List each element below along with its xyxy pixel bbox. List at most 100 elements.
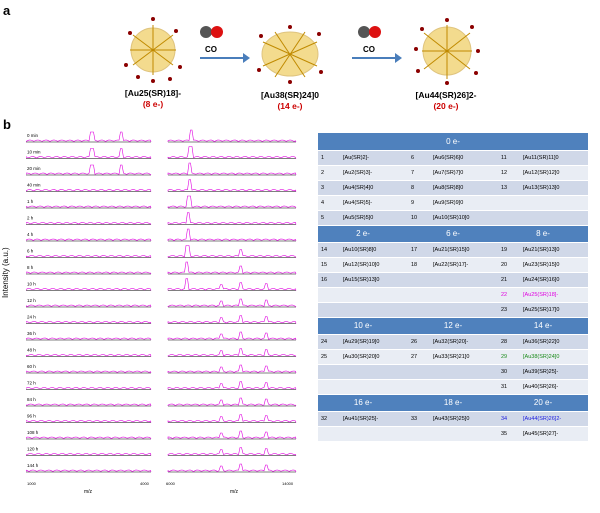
cluster-number: 20 xyxy=(498,257,520,273)
table-section-0e: 1 [Au(SR)2]- 6 [Au6(SR)6]0 11 [Au11(SR)11]0 2[… xyxy=(318,150,588,226)
cluster-formula: [Au(SR)2]- xyxy=(340,150,408,166)
arrow-2 xyxy=(352,53,402,63)
cluster-formula: [Au43(SR)25]0 xyxy=(430,411,498,427)
y-axis-label: Intensity (a.u.) xyxy=(1,247,10,298)
co-icon xyxy=(358,26,381,38)
time-label: 48 h xyxy=(27,348,36,353)
time-label: 10 h xyxy=(27,282,36,287)
cluster-formula: [Au39(SR)25]- xyxy=(520,364,588,380)
cluster-formula: [Au40(SR)26]- xyxy=(520,379,588,395)
cluster-formula: [Au24(SR)16]0 xyxy=(520,272,588,288)
x-tick: 6000 xyxy=(166,481,175,486)
table-header-16e: 16 e- xyxy=(318,394,408,412)
time-label: 84 h xyxy=(27,397,36,402)
spectrum-trace xyxy=(26,354,152,357)
table-header-8e: 8 e- xyxy=(498,225,588,243)
spectrum-trace xyxy=(26,370,152,374)
cluster-formula: [Au22(SR)17]- xyxy=(430,257,498,273)
cluster-number: 13 xyxy=(498,180,520,196)
spectrum-trace xyxy=(26,469,152,473)
spectrum-trace xyxy=(26,420,152,423)
cluster-formula: [Au30(SR)20]0 xyxy=(340,349,408,365)
time-label: 0 min xyxy=(27,133,39,138)
cluster-formula: [Au41(SR)25]- xyxy=(340,411,408,427)
cluster-formula xyxy=(430,379,498,395)
cluster-au44-image xyxy=(414,18,480,85)
cluster-au25-formula: [Au25(SR)18]- xyxy=(124,88,182,98)
spectrum-trace xyxy=(167,430,297,440)
cluster-number: 6 xyxy=(408,150,430,166)
cluster-formula: [Au25(SR)17]0 xyxy=(520,302,588,318)
time-label: 108 h xyxy=(27,430,39,435)
cluster-formula: [Au44(SR)26]2- xyxy=(520,411,588,427)
cluster-number: 22 xyxy=(498,287,520,303)
spectrum-trace xyxy=(167,179,297,192)
cluster-number xyxy=(408,302,430,318)
cluster-au38-formula: [Au38(SR)24]0 xyxy=(260,90,320,100)
time-label: 60 h xyxy=(27,364,36,369)
x-axis-label-right: m/z xyxy=(230,489,239,495)
cluster-number: 21 xyxy=(498,272,520,288)
table-row: 4 [Au4(SR)5]- 9 [Au9(SR)9]0 xyxy=(318,195,588,211)
cluster-formula: [Au10(SR)10]0 xyxy=(430,210,498,226)
spectrum-trace xyxy=(26,337,152,341)
cluster-number xyxy=(408,272,430,288)
cluster-number xyxy=(408,364,430,380)
cluster-number: 30 xyxy=(498,364,520,380)
cluster-number xyxy=(318,287,340,303)
panel-label-b: b xyxy=(3,117,11,132)
cluster-formula xyxy=(520,195,588,211)
cluster-number: 31 xyxy=(498,379,520,395)
spectrum-trace xyxy=(167,348,297,357)
cluster-formula: [Au45(SR)27]- xyxy=(520,426,588,442)
spectrum-trace xyxy=(167,195,297,209)
spectrum-trace xyxy=(26,453,152,456)
cluster-formula: [Au29(SR)19]0 xyxy=(340,334,408,350)
spectrum-trace xyxy=(26,238,152,242)
time-label: 72 h xyxy=(27,381,36,386)
table-section-10e: 24 [Au29(SR)19]0 26 [Au32(SR)20]- 28 [Au36(SR… xyxy=(318,334,588,395)
table-header-20e: 20 e- xyxy=(498,394,588,412)
cluster-formula: [Au36(SR)22]0 xyxy=(520,334,588,350)
spectrum-trace xyxy=(167,463,297,473)
cluster-number: 7 xyxy=(408,165,430,181)
spectrum-trace xyxy=(26,255,152,258)
cluster-number: 12 xyxy=(498,165,520,181)
mass-spectra-stack: 0 min 10 min 20 min 40 min 1 h 2 h 4 h 6 h 8 h 10… xyxy=(26,129,297,473)
spectrum-trace xyxy=(26,321,152,324)
cluster-number xyxy=(408,287,430,303)
cluster-formula: [Au21(SR)15]0 xyxy=(430,242,498,258)
co-label-2: CO xyxy=(363,45,375,54)
cluster-formula: [Au25(SR)18]- xyxy=(520,287,588,303)
spectrum-trace xyxy=(167,129,297,143)
cluster-number xyxy=(408,379,430,395)
time-label: 12 h xyxy=(27,298,36,303)
spectrum-trace xyxy=(167,261,297,275)
cluster-number: 34 xyxy=(498,411,520,427)
cluster-number: 18 xyxy=(408,257,430,273)
x-tick: 1000 xyxy=(27,481,36,486)
cluster-formula xyxy=(340,302,408,318)
spectrum-trace xyxy=(26,164,152,176)
cluster-formula: [Au12(SR)10]0 xyxy=(340,257,408,273)
spectrum-trace xyxy=(167,397,297,407)
table-header-0e: 0 e- xyxy=(318,133,588,151)
table-header-18e: 18 e- xyxy=(408,394,498,412)
time-label: 8 h xyxy=(27,265,34,270)
table-header-14e: 14 e- xyxy=(498,317,588,335)
time-label: 6 h xyxy=(27,249,34,254)
cluster-number: 35 xyxy=(498,426,520,442)
spectrum-trace xyxy=(167,245,297,258)
cluster-formula xyxy=(430,426,498,442)
cluster-formula xyxy=(340,379,408,395)
table-row: 2 [Au2(SR)3]- 7 [Au7(SR)7]0 12 [Au12(SR)12]0 xyxy=(318,165,588,181)
time-label: 120 h xyxy=(27,447,39,452)
table-row: 5 [Au5(SR)5]0 10 [Au10(SR)10]0 xyxy=(318,210,588,226)
table-section-16e: 32 [Au41(SR)25]- 33 [Au43(SR)25]0 34 [Au44(SR… xyxy=(318,411,588,442)
cluster-formula: [Au12(SR)12]0 xyxy=(520,165,588,181)
spectrum-trace xyxy=(26,436,152,440)
spectrum-trace xyxy=(167,298,297,308)
cluster-number: 15 xyxy=(318,257,340,273)
cluster-au25-electrons: (8 e-) xyxy=(142,99,164,109)
table-row: 30 [Au39(SR)25]- xyxy=(318,364,588,380)
